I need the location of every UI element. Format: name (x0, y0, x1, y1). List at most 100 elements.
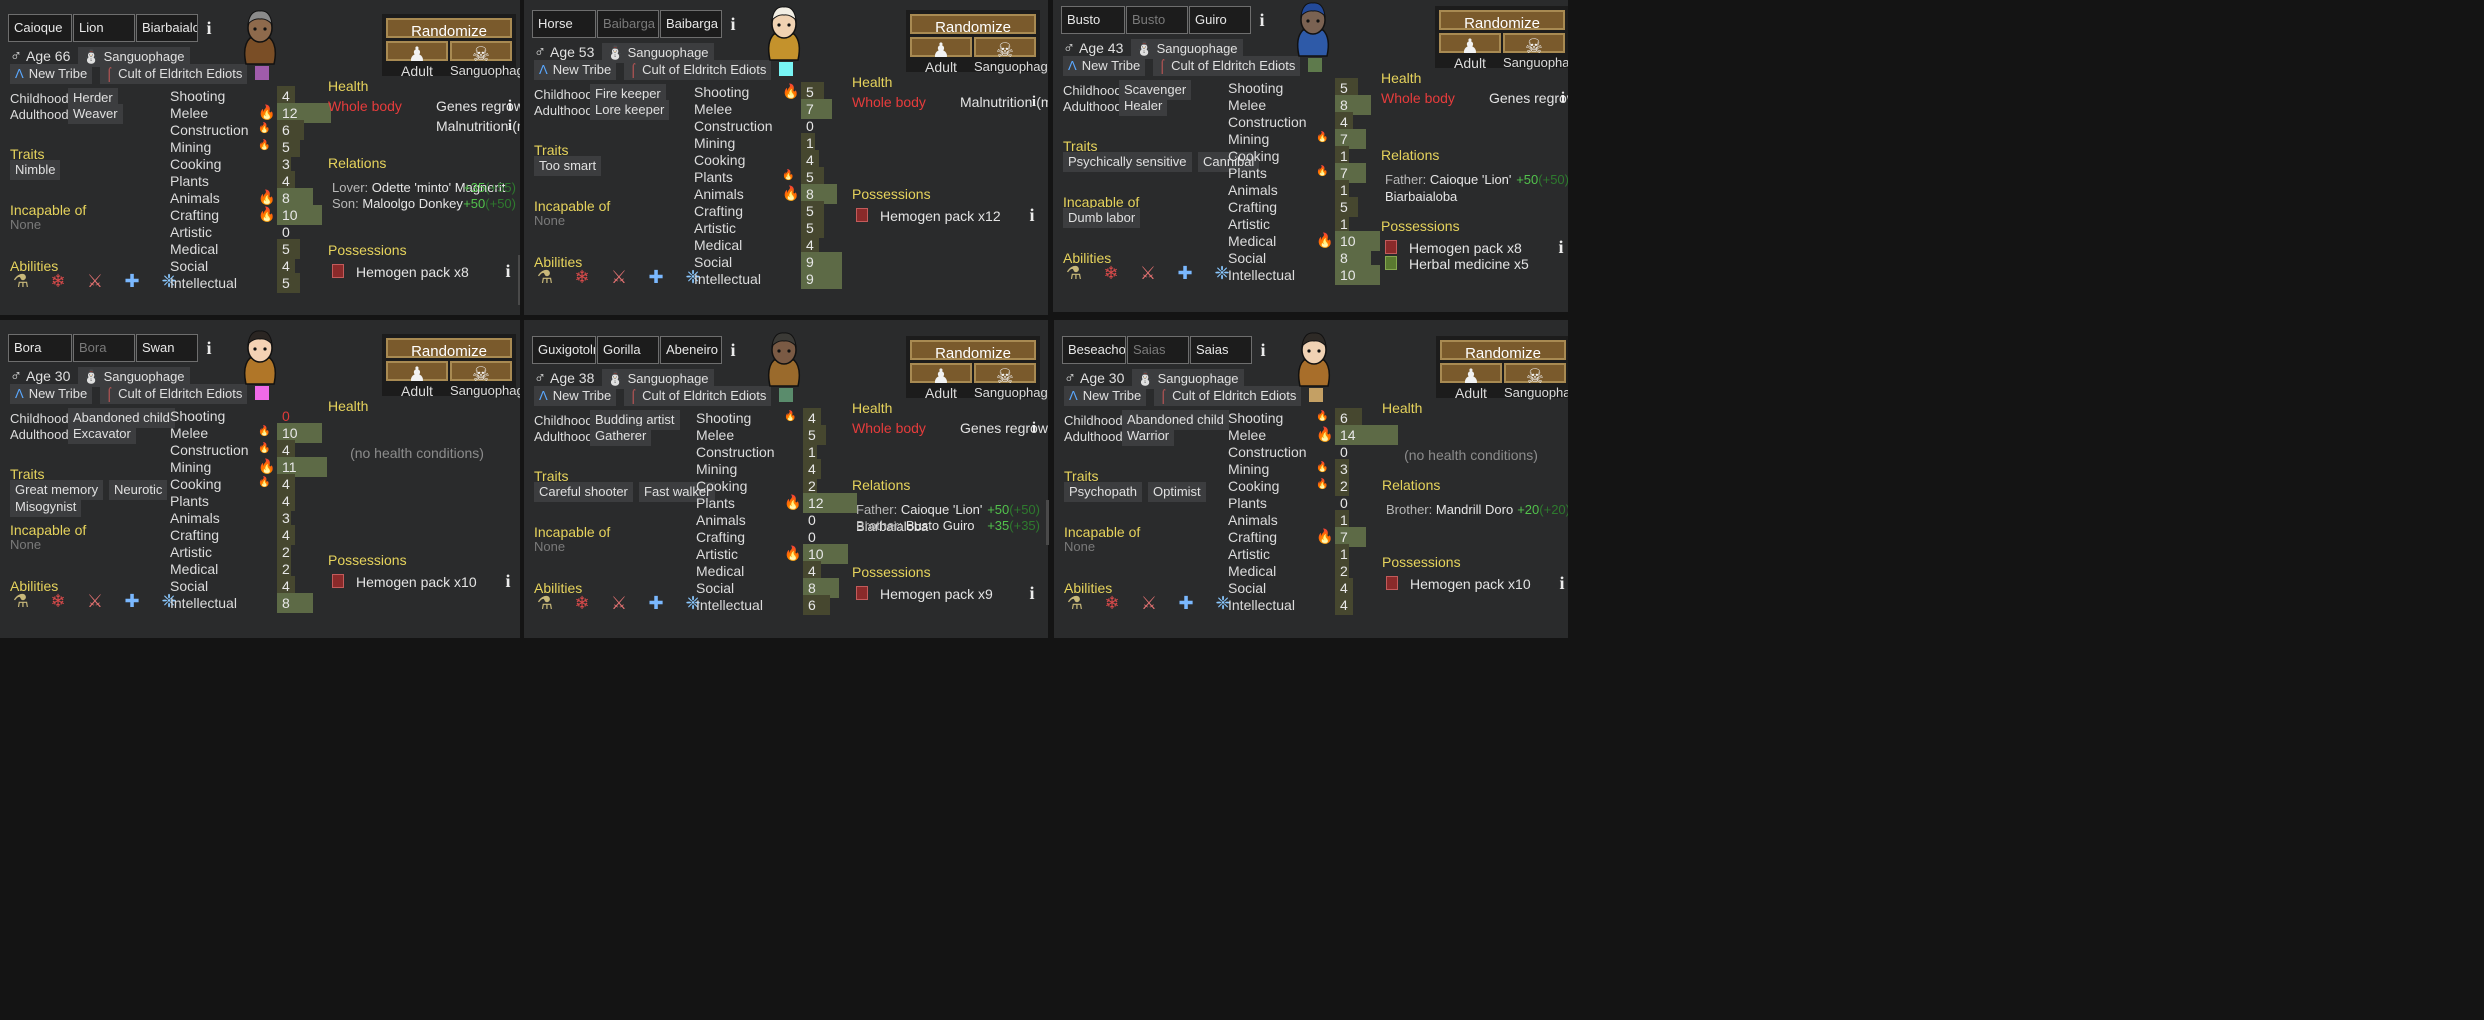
trait-badge[interactable]: Fast walker (639, 482, 716, 502)
info-icon[interactable]: i (1031, 94, 1037, 110)
trait-badge[interactable]: Psychopath (1064, 482, 1142, 502)
passion-minor-icon[interactable]: 🔥 (258, 426, 271, 437)
passion-major-icon[interactable]: 🔥 (1316, 426, 1334, 442)
ability-fangs-icon[interactable]: ❄ (574, 593, 590, 613)
first-name-input[interactable]: Guxigotolmi (532, 336, 596, 364)
adulthood-backstory[interactable]: Healer (1119, 96, 1168, 116)
adult-stage-button[interactable]: ♟ (910, 363, 972, 388)
last-name-input[interactable]: Baibarga (660, 10, 722, 38)
possession-row[interactable]: Hemogen pack x9 (856, 584, 993, 604)
first-name-input[interactable]: Caioque (8, 14, 72, 42)
info-icon[interactable]: i (1560, 90, 1566, 106)
favorite-color-swatch[interactable] (255, 386, 270, 400)
info-icon[interactable]: i (1558, 237, 1564, 257)
nickname-input[interactable]: Baibarga (597, 10, 659, 38)
info-icon[interactable]: i (1029, 205, 1035, 225)
ability-heal-icon[interactable]: ✚ (648, 593, 664, 613)
randomize-button[interactable]: Randomize (910, 14, 1036, 36)
childhood-backstory[interactable]: Abandoned child (68, 408, 175, 428)
info-icon[interactable]: i (1559, 573, 1565, 593)
childhood-backstory[interactable]: Scavenger (1119, 80, 1192, 100)
randomize-button[interactable]: Randomize (910, 340, 1036, 362)
ability-bloodfeed-icon[interactable]: ⚗ (12, 271, 30, 291)
trait-badge[interactable]: Optimist (1148, 482, 1206, 502)
ability-coagulate-icon[interactable]: ⚔ (86, 271, 104, 291)
possession-row[interactable]: Herbal medicine x5 (1385, 254, 1529, 274)
info-icon[interactable]: i (505, 261, 511, 281)
adulthood-backstory[interactable]: Weaver (68, 104, 123, 124)
info-icon[interactable]: i (1260, 340, 1266, 360)
childhood-backstory[interactable]: Budding artist (590, 410, 680, 430)
xenotype-badge[interactable]: ⛄ Sanguophage (602, 43, 714, 63)
health-condition-row[interactable]: Whole body Genes regrowing (1.0y) (852, 417, 1048, 439)
ability-bloodfeed-icon[interactable]: ⚗ (12, 591, 30, 611)
ability-coagulate-icon[interactable]: ⚔ (1139, 263, 1157, 283)
favorite-color-swatch[interactable] (255, 66, 270, 80)
passion-major-icon[interactable]: 🔥 (1316, 232, 1334, 248)
scrollbar[interactable] (1046, 500, 1049, 545)
info-icon[interactable]: i (206, 18, 212, 38)
trait-badge[interactable]: Psychically sensitive (1063, 152, 1192, 172)
faction-badge[interactable]: Λ New Tribe (10, 384, 93, 404)
possession-row[interactable]: Hemogen pack x8 (332, 262, 469, 282)
trait-badge[interactable]: Misogynist (10, 497, 82, 517)
info-icon[interactable]: i (1031, 420, 1037, 436)
adult-stage-button[interactable]: ♟ (386, 361, 448, 386)
passion-minor-icon[interactable]: 🔥 (258, 123, 271, 134)
passion-minor-icon[interactable]: 🔥 (258, 443, 271, 454)
first-name-input[interactable]: Bora (8, 334, 72, 362)
passion-minor-icon[interactable]: 🔥 (1316, 479, 1329, 490)
adulthood-backstory[interactable]: Warrior (1122, 426, 1175, 446)
info-icon[interactable]: i (507, 98, 513, 114)
health-condition-row[interactable]: Malnutrition (minor) (328, 115, 520, 137)
ability-fangs-icon[interactable]: ❄ (50, 591, 66, 611)
ability-deathrest-icon[interactable]: ❈ (1214, 263, 1230, 283)
ideoligion-badge[interactable]: ⌠ Cult of Eldritch Ediots (100, 64, 248, 84)
ability-coagulate-icon[interactable]: ⚔ (86, 591, 104, 611)
passion-major-icon[interactable]: 🔥 (258, 458, 276, 474)
ability-heal-icon[interactable]: ✚ (124, 271, 140, 291)
first-name-input[interactable]: Horse (532, 10, 596, 38)
passion-major-icon[interactable]: 🔥 (782, 83, 800, 99)
health-condition-row[interactable]: Whole body Genes regrowing (1.6y) (328, 95, 520, 117)
relation-row[interactable]: Brother: Mandrill Doro +20(+20) (1386, 501, 1568, 518)
ability-deathrest-icon[interactable]: ❈ (161, 271, 177, 291)
info-icon[interactable]: i (206, 338, 212, 358)
faction-badge[interactable]: Λ New Tribe (10, 64, 93, 84)
trait-badge[interactable]: Neurotic (109, 480, 168, 500)
ability-coagulate-icon[interactable]: ⚔ (1140, 593, 1158, 613)
ability-coagulate-icon[interactable]: ⚔ (610, 267, 628, 287)
adulthood-backstory[interactable]: Gatherer (590, 426, 652, 446)
passion-minor-icon[interactable]: 🔥 (782, 170, 795, 181)
ideoligion-badge[interactable]: ⌠ Cult of Eldritch Ediots (1153, 56, 1301, 76)
passion-minor-icon[interactable]: 🔥 (784, 411, 797, 422)
ideoligion-badge[interactable]: ⌠ Cult of Eldritch Ediots (100, 384, 248, 404)
info-icon[interactable]: i (507, 118, 513, 134)
first-name-input[interactable]: Busto (1061, 6, 1125, 34)
nickname-input[interactable]: Gorilla (597, 336, 659, 364)
last-name-input[interactable]: Guiro (1189, 6, 1251, 34)
nickname-input[interactable]: Saias (1127, 336, 1189, 364)
randomize-button[interactable]: Randomize (386, 18, 512, 40)
adult-stage-button[interactable]: ♟ (1440, 363, 1502, 388)
favorite-color-swatch[interactable] (1308, 58, 1323, 72)
info-icon[interactable]: i (730, 340, 736, 360)
sanguophage-xenotype-button[interactable]: ☠ (450, 41, 512, 66)
ability-fangs-icon[interactable]: ❄ (1103, 263, 1119, 283)
xenotype-badge[interactable]: ⛄ Sanguophage (1132, 369, 1244, 389)
last-name-input[interactable]: Biarbaialoba (136, 14, 198, 42)
ability-deathrest-icon[interactable]: ❈ (685, 593, 701, 613)
ability-bloodfeed-icon[interactable]: ⚗ (536, 593, 554, 613)
ability-heal-icon[interactable]: ✚ (124, 591, 140, 611)
passion-major-icon[interactable]: 🔥 (258, 104, 276, 120)
faction-badge[interactable]: Λ New Tribe (534, 60, 617, 80)
ability-deathrest-icon[interactable]: ❈ (161, 591, 177, 611)
passion-minor-icon[interactable]: 🔥 (1316, 166, 1329, 177)
passion-major-icon[interactable]: 🔥 (784, 494, 802, 510)
health-condition-row[interactable]: Whole body Malnutrition (minor) (852, 91, 1048, 113)
faction-badge[interactable]: Λ New Tribe (1063, 56, 1146, 76)
passion-minor-icon[interactable]: 🔥 (1316, 132, 1329, 143)
ability-bloodfeed-icon[interactable]: ⚗ (536, 267, 554, 287)
sanguophage-xenotype-button[interactable]: ☠ (974, 37, 1036, 62)
relation-row[interactable]: Lover: Odette 'minto' Magnerit +35(+55) (332, 179, 516, 196)
